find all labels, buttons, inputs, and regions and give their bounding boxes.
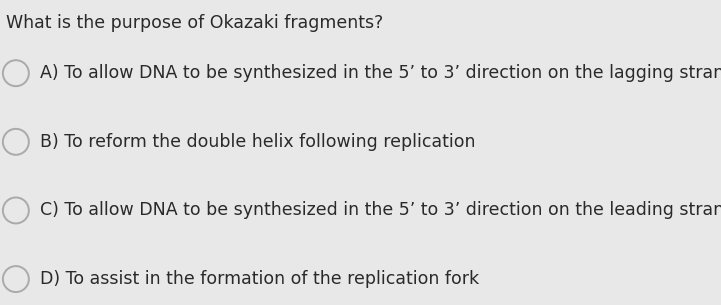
Text: A) To allow DNA to be synthesized in the 5’ to 3’ direction on the lagging stran: A) To allow DNA to be synthesized in the… — [40, 64, 721, 82]
Text: B) To reform the double helix following replication: B) To reform the double helix following … — [40, 133, 475, 151]
Text: What is the purpose of Okazaki fragments?: What is the purpose of Okazaki fragments… — [6, 14, 383, 32]
Text: D) To assist in the formation of the replication fork: D) To assist in the formation of the rep… — [40, 270, 479, 288]
Text: C) To allow DNA to be synthesized in the 5’ to 3’ direction on the leading stran: C) To allow DNA to be synthesized in the… — [40, 201, 721, 220]
